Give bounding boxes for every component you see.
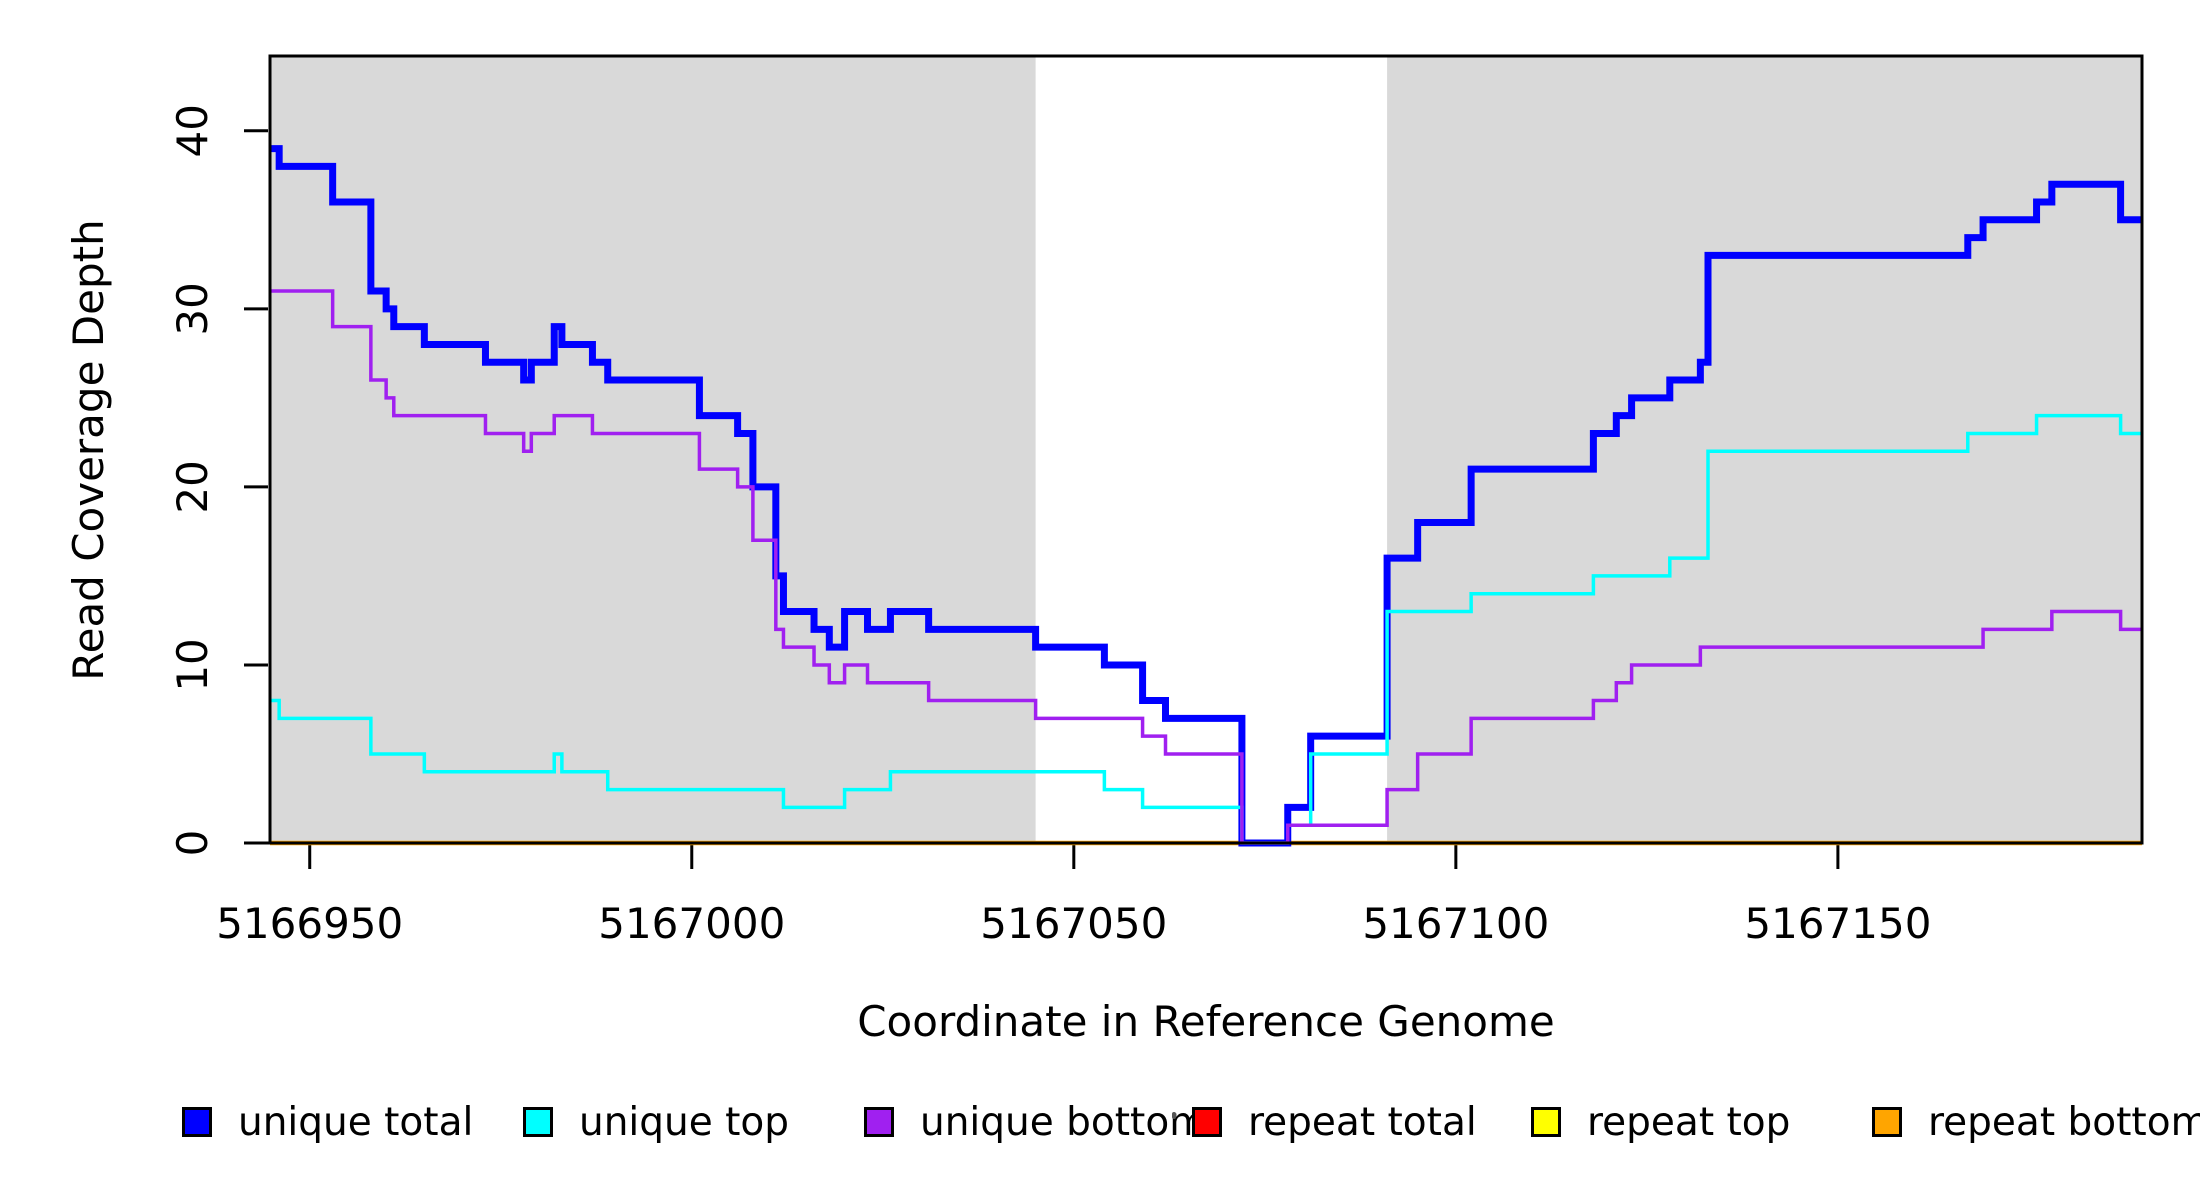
legend-swatch-repeat-total bbox=[1192, 1107, 1222, 1137]
legend-swatch-repeat-top bbox=[1531, 1107, 1561, 1137]
series-unique-total bbox=[270, 145, 2142, 847]
legend-label: unique top bbox=[579, 1099, 790, 1145]
left-gray-band bbox=[270, 56, 1036, 843]
y-tick-label: 30 bbox=[168, 282, 217, 335]
speck-artifact bbox=[1172, 1112, 1176, 1119]
x-tick-label: 5167050 bbox=[980, 899, 1167, 948]
plot-area: 5166950 5167000 5167050 5167100 5167150 0 10 20… bbox=[168, 54, 2144, 948]
legend-entry-repeat-top: repeat top bbox=[1531, 1098, 1790, 1146]
legend-entry-repeat-total: repeat total bbox=[1192, 1098, 1477, 1146]
legend-entry-repeat-bottom: repeat bottom bbox=[1872, 1098, 2200, 1146]
y-tick-label: 40 bbox=[168, 104, 217, 157]
legend-label: repeat top bbox=[1587, 1099, 1791, 1145]
legend-label: repeat bottom bbox=[1928, 1099, 2200, 1145]
legend: unique total unique top unique bottom repea… bbox=[0, 1098, 2200, 1146]
legend-entry-unique-top: unique top bbox=[523, 1098, 789, 1146]
legend-label: unique bottom bbox=[920, 1099, 1208, 1145]
legend-label: unique total bbox=[238, 1099, 474, 1145]
y-tick-label: 10 bbox=[168, 638, 217, 691]
x-tick-label: 5166950 bbox=[216, 899, 403, 948]
plot-border bbox=[268, 54, 2144, 845]
x-axis-title: Coordinate in Reference Genome bbox=[857, 997, 1555, 1046]
y-axis-title: Read Coverage Depth bbox=[64, 219, 113, 680]
right-gray-band bbox=[1387, 56, 2142, 843]
legend-swatch-unique-bottom bbox=[864, 1107, 894, 1137]
x-tick-label: 5167150 bbox=[1744, 899, 1931, 948]
legend-label: repeat total bbox=[1248, 1099, 1477, 1145]
x-tick-label: 5167000 bbox=[598, 899, 785, 948]
legend-entry-unique-bottom: unique bottom bbox=[864, 1098, 1207, 1146]
legend-swatch-repeat-bottom bbox=[1872, 1107, 1902, 1137]
y-tick-label: 20 bbox=[168, 460, 217, 513]
y-tick-label: 0 bbox=[168, 830, 217, 857]
legend-swatch-unique-top bbox=[523, 1107, 553, 1137]
series-unique-top bbox=[270, 413, 2142, 845]
x-tick-label: 5167100 bbox=[1362, 899, 1549, 948]
legend-swatch-unique-total bbox=[182, 1107, 212, 1137]
series-unique-bottom bbox=[270, 289, 2142, 845]
legend-entry-unique-total: unique total bbox=[182, 1098, 473, 1146]
